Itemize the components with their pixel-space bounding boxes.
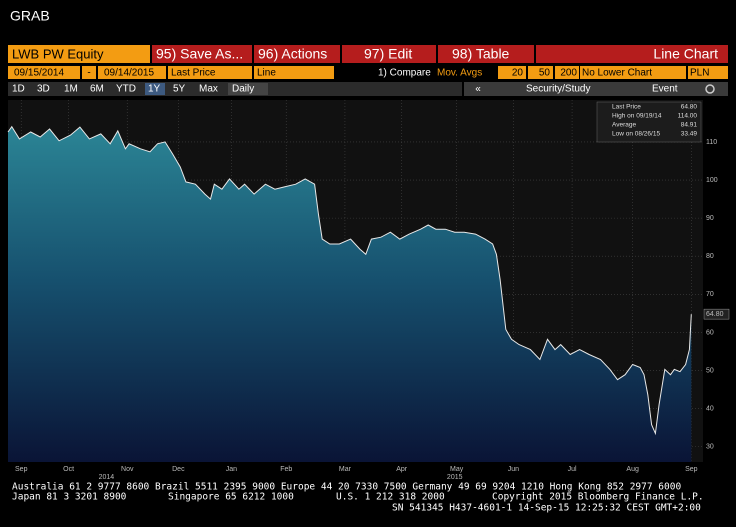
legend-label: Average <box>612 122 636 129</box>
range-button[interactable]: Max <box>199 84 218 95</box>
settings-icon[interactable] <box>705 84 715 94</box>
year-label: 2014 <box>99 474 115 481</box>
dropdown[interactable] <box>228 83 268 95</box>
legend-value: 33.49 <box>681 131 698 138</box>
legend-label: Low on 08/26/15 <box>612 131 660 138</box>
range-button[interactable]: 1M <box>64 84 78 95</box>
y-tick-label: 40 <box>706 405 714 412</box>
range-buttons: 1D 3D 1M 6M YTD 1Y 5Y Max <box>12 83 218 95</box>
compare[interactable]: 1) Compare <box>378 68 431 79</box>
x-tick-label: Jun <box>508 466 519 473</box>
legend-label: High on 09/19/14 <box>612 113 662 120</box>
footer-line: Australia 61 2 9777 8600 Brazil 5511 239… <box>12 482 681 493</box>
app-title: GRAB <box>10 8 50 24</box>
range-button[interactable]: 1D <box>12 84 25 95</box>
input[interactable] <box>98 66 166 79</box>
legend-value: 84.91 <box>681 122 698 129</box>
x-tick-label: Aug <box>626 466 639 473</box>
footer-item: Copyright 2015 Bloomberg Finance L.P. <box>492 492 704 503</box>
range-active <box>145 83 165 95</box>
legend-value: 114.00 <box>678 113 698 120</box>
x-tick-label: Oct <box>63 466 74 473</box>
ma[interactable]: 20 <box>512 68 524 79</box>
dropdown[interactable] <box>688 66 728 79</box>
button-label[interactable]: 96) Actions <box>258 46 327 62</box>
button[interactable] <box>152 45 252 63</box>
footer-line: SN 541345 H437-4601-1 14-Sep-15 12:25:32… <box>392 503 701 514</box>
dropdown[interactable] <box>168 66 252 79</box>
year-label: 2015 <box>447 474 463 481</box>
ma[interactable]: 50 <box>539 68 551 79</box>
button-label[interactable]: 97) Edit <box>364 46 412 62</box>
event[interactable]: Event <box>652 84 678 95</box>
field[interactable]: Last Price <box>171 68 216 79</box>
ma[interactable]: 200 <box>560 68 577 79</box>
mov-avgs[interactable]: Mov. Avgs <box>437 68 482 79</box>
security-study[interactable]: Security/Study <box>526 84 590 95</box>
x-tick-label: Sep <box>15 466 28 473</box>
legend <box>596 101 702 143</box>
range-button[interactable]: 3D <box>37 84 50 95</box>
currency[interactable]: PLN <box>690 68 709 79</box>
footer-item: Singapore 65 6212 1000 <box>168 492 294 503</box>
last-price-tag-box <box>703 308 730 320</box>
y-tick-label: 50 <box>706 367 714 374</box>
range-button[interactable]: YTD <box>116 84 136 95</box>
y-tick-label: 30 <box>706 444 714 451</box>
legend-entries: Last Price 64.80 High on 09/19/14 114.00 Ave… <box>612 104 697 138</box>
x-tick-label: Jul <box>568 466 577 473</box>
line <box>7 125 692 436</box>
last-price-tag: 64.80 <box>706 311 724 318</box>
y-tick-label: 110 <box>706 139 717 146</box>
x-tick-label: Nov <box>121 466 134 473</box>
button[interactable] <box>254 45 340 63</box>
x-tick-label: Jan <box>226 466 237 473</box>
y-tick-label: 100 <box>706 177 718 184</box>
y-tick-label: 90 <box>706 215 714 222</box>
chart-label: Line Chart <box>653 46 718 62</box>
y-tick-label: 60 <box>706 329 714 336</box>
x-tick-label: Dec <box>172 466 185 473</box>
lower-chart[interactable]: No Lower Chart <box>582 68 652 79</box>
button[interactable] <box>438 45 534 63</box>
range-button[interactable]: 1Y <box>148 84 161 95</box>
y-tick-label: 80 <box>706 253 714 260</box>
range-button[interactable]: 6M <box>90 84 104 95</box>
interval[interactable]: Daily <box>232 84 254 95</box>
dropdown[interactable] <box>580 66 686 79</box>
range-button[interactable]: 5Y <box>173 84 186 95</box>
separator: - <box>87 68 90 79</box>
nav-bar <box>464 82 728 96</box>
x-tick-label: Sep <box>685 466 698 473</box>
x-tick-label: Mar <box>339 466 352 473</box>
x-tick-label: Feb <box>280 466 292 473</box>
ticker[interactable]: LWB PW Equity <box>12 46 104 61</box>
legend-label: Last Price <box>612 104 641 111</box>
area <box>8 126 692 462</box>
ticker-box[interactable] <box>8 45 150 63</box>
legend-value: 64.80 <box>681 104 698 111</box>
input <box>82 66 96 79</box>
end-date[interactable]: 09/14/2015 <box>104 68 154 79</box>
y-tick-label: 70 <box>706 291 714 298</box>
input[interactable] <box>498 66 526 79</box>
chart-label-box <box>536 45 728 63</box>
start-date[interactable]: 09/15/2014 <box>14 68 64 79</box>
style[interactable]: Line <box>257 68 276 79</box>
input[interactable] <box>8 66 80 79</box>
x-tick-label: May <box>450 466 464 473</box>
button-label[interactable]: 98) Table <box>452 46 510 62</box>
x-tick-label: Apr <box>396 466 408 473</box>
chart: 30 40 50 60 70 80 90 100 110 Sep Oct Nov Dec Jan Feb Ma… <box>7 100 730 481</box>
collapse[interactable]: « <box>475 84 481 95</box>
input[interactable] <box>528 66 553 79</box>
button-label[interactable]: 95) Save As... <box>156 46 243 62</box>
footer-item: Japan 81 3 3201 8900 <box>12 492 127 503</box>
dropdown[interactable] <box>254 66 334 79</box>
footer-item: U.S. 1 212 318 2000 <box>336 492 445 503</box>
button[interactable] <box>342 45 436 63</box>
input[interactable] <box>555 66 579 79</box>
